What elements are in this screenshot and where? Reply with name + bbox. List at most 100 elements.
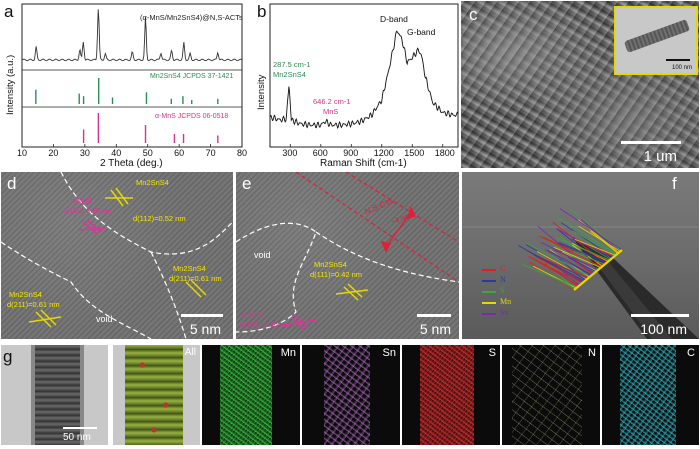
linescan-profile-line: [553, 246, 602, 269]
hrtem-d-label: void: [96, 314, 113, 324]
hrtem-d-label: Mn2SnS4: [173, 264, 206, 273]
raman-annotation: 287.5 cm-1: [273, 60, 311, 69]
hrtem-e-overlay: [236, 172, 459, 333]
eds-map-s: S: [402, 345, 500, 445]
hrtem-d-scale-bar: [181, 314, 223, 317]
hrtem-d-label: Mn2SnS4: [9, 290, 42, 299]
shell-edge: [295, 172, 459, 283]
panel-label: b: [257, 2, 267, 21]
xrd-tick-label: 50: [143, 148, 153, 158]
xrd-tick-label: 60: [174, 148, 184, 158]
panel-g-eds: g 50 nm All Mn Sn S N C: [1, 345, 699, 449]
linescan-profile-line: [522, 264, 578, 288]
linescan-profile-line: [571, 238, 615, 258]
hrtem-d-label: d(112)=0.52 nm: [133, 214, 186, 223]
linescan-profile-line: [553, 249, 600, 270]
hrtem-d-scale-text: 5 nm: [189, 321, 221, 337]
grain-boundary: [1, 241, 152, 339]
element-signal: [512, 345, 582, 445]
shell-edge: [345, 172, 459, 243]
xrd-sample-label: (α-MnS/Mn2SnS4)@N,S-ACTs: [140, 13, 243, 22]
fringe-marker: [335, 283, 369, 301]
fringe-marker: [185, 279, 207, 298]
linescan-profile-line: [583, 242, 615, 257]
shell-arrow: [380, 205, 417, 253]
raman-tick-label: 1500: [404, 148, 424, 158]
tube-overlay: [125, 345, 183, 445]
xrd-chart: 10 20 30 40 50 60 70 80 (α-MnS/Mn2SnS4)@N,S-ACT…: [5, 3, 247, 169]
raman-plot-frame: [269, 3, 459, 148]
xrd-tick-label: 30: [80, 148, 90, 158]
shell-edge: [276, 172, 459, 297]
eds-map-label: Sn: [382, 347, 396, 359]
hrtem-d-label: α-MnS: [71, 198, 92, 205]
eds-map-all: All: [113, 345, 200, 445]
raman-tick-label: 300: [282, 148, 297, 158]
linescan-profile-line: [590, 230, 619, 254]
panel-f-linescan: f C N S Mn Sn 100 nm: [462, 172, 699, 339]
xrd-plot-frame: [21, 3, 243, 148]
eds-scale-text: 50 nm: [63, 432, 91, 443]
legend-item: N: [482, 275, 524, 286]
linescan-profile-line: [568, 256, 597, 273]
void-boundary: [315, 231, 459, 283]
linescan-profile-line: [572, 230, 617, 256]
eds-map-label: N: [588, 347, 596, 359]
sem-scale-bar: [621, 141, 681, 144]
raman-annotation: Mn2SnS4: [273, 70, 306, 79]
inset-scale-bar: [666, 59, 690, 61]
panel-b-raman: b 300 600 900 1200 1500 1800 287.5 cm-1 Mn2SnS4…: [255, 0, 460, 170]
fringe-marker: [78, 219, 106, 235]
raman-ylabel: Intensity: [256, 74, 267, 110]
xrd-tick-label: 70: [206, 148, 216, 158]
raman-tick-label: 900: [343, 148, 358, 158]
fringe-marker: [105, 187, 133, 207]
linescan-profile-line: [557, 242, 607, 264]
element-signal: [420, 345, 474, 445]
hrtem-e-label: d(111)=0.42 nm: [310, 270, 363, 279]
eds-map-sn: Sn: [302, 345, 400, 445]
eds-map-tem: 50 nm: [1, 345, 108, 445]
linescan-profile-line: [538, 235, 602, 268]
linescan-profile-line: [571, 254, 599, 271]
hrtem-e-label: d(200)=0.26 nm: [240, 322, 290, 329]
eds-map-n: N: [502, 345, 600, 445]
eds-map-label: Mn: [280, 347, 296, 359]
xrd-tick-label: 10: [17, 148, 27, 158]
panel-label: f: [672, 174, 677, 193]
linescan-profile-line: [545, 249, 592, 277]
raman-annotation: MnS: [323, 107, 338, 116]
hrtem-d-label: d(211)=0.61 nm: [169, 274, 222, 283]
linescan-profile-line: [552, 221, 607, 264]
fringe-marker: [283, 314, 317, 331]
linescan-profile-line: [578, 225, 621, 252]
scan-line: [573, 249, 623, 291]
panel-c-sem: c 100 nm 1 um: [461, 1, 699, 168]
linescan-profile-line: [548, 249, 593, 276]
hrtem-e-label: Mn2SnS4: [314, 260, 347, 269]
element-signal: [324, 345, 370, 445]
panel-label: c: [469, 5, 478, 24]
panel-label: a: [4, 2, 14, 21]
eds-map-c: C: [602, 345, 699, 445]
eds-map-label: S: [488, 347, 496, 359]
eds-map-mn: Mn: [202, 345, 300, 445]
legend-item: Sn: [482, 308, 524, 319]
xrd-tick-label: 80: [237, 148, 247, 158]
element-signal: [220, 345, 272, 445]
linescan-legend: C N S Mn Sn: [482, 264, 524, 319]
sem-scale-text: 1 um: [643, 148, 677, 165]
inset-tube: [623, 19, 691, 53]
raman-annotation: D-band: [380, 14, 408, 24]
hrtem-e-scale-text: 5 nm: [419, 321, 451, 337]
hrtem-e-label: α-MnS: [242, 312, 263, 319]
xrd-ref1-label: Mn2SnS4 JCPDS 37-1421: [150, 73, 233, 80]
legend-item: Mn: [482, 297, 524, 308]
hrtem-e-label: void: [254, 250, 271, 260]
panel-label: e: [242, 174, 252, 193]
hrtem-d-label: d(111)=0.30 nm: [63, 208, 112, 215]
panel-a-xrd: a 10 20 30 40 50 60 70 80 (α-MnS/Mn2SnS4)@N,S-A…: [0, 0, 255, 170]
raman-xlabel: Raman Shift (cm-1): [320, 158, 407, 169]
panel-d-hrtem: d Mn2SnS4 d(112)=0.52 nm α-MnS d(111)=0.…: [1, 172, 233, 339]
